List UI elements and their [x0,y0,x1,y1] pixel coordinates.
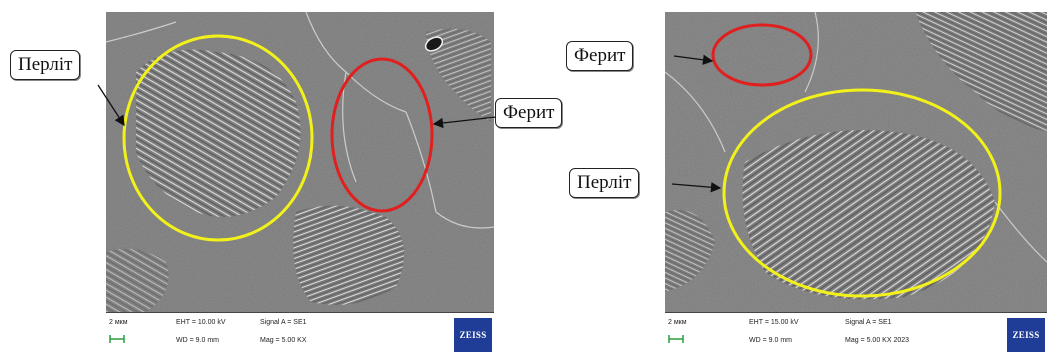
mag-value: Mag = 5.00 KX [260,337,307,344]
sem-info-bar-left: 2 мкм EHT = 10.00 kV WD = 9.0 mm Signal … [106,312,494,354]
label-ferrite-right: Ферит [566,41,634,71]
wd-value: WD = 9.0 mm [749,337,792,344]
ferrite-outline-left [330,57,434,213]
label-ferrite-left: Ферит [495,98,563,128]
scale-label: 2 мкм [668,319,687,326]
pearlite-outline-left [122,34,314,242]
sem-image-left [106,12,494,312]
sem-info-bar-right: 2 мкм EHT = 15.00 kV WD = 9.0 mm Signal … [665,312,1047,354]
signal-value: Signal A = SE1 [260,319,307,326]
signal-value: Signal A = SE1 [845,319,892,326]
zeiss-logo: ZEISS [1007,318,1045,352]
sem-image-right [665,12,1047,312]
scale-bar-icon [109,335,125,343]
sem-micrograph-left: 2 мкм EHT = 10.00 kV WD = 9.0 mm Signal … [106,12,494,354]
pearlite-outline-right [722,88,1002,298]
eht-value: EHT = 10.00 kV [176,319,226,326]
scale-bar-icon [668,335,684,343]
sem-micrograph-right: 2 мкм EHT = 15.00 kV WD = 9.0 mm Signal … [665,12,1047,354]
mag-value: Mag = 5.00 KX 2023 [845,337,910,344]
label-pearlite-right: Перліт [569,168,640,198]
scale-label: 2 мкм [109,319,128,326]
eht-value: EHT = 15.00 kV [749,319,799,326]
label-pearlite-left: Перліт [10,50,81,80]
zeiss-logo: ZEISS [454,318,492,352]
wd-value: WD = 9.0 mm [176,337,219,344]
